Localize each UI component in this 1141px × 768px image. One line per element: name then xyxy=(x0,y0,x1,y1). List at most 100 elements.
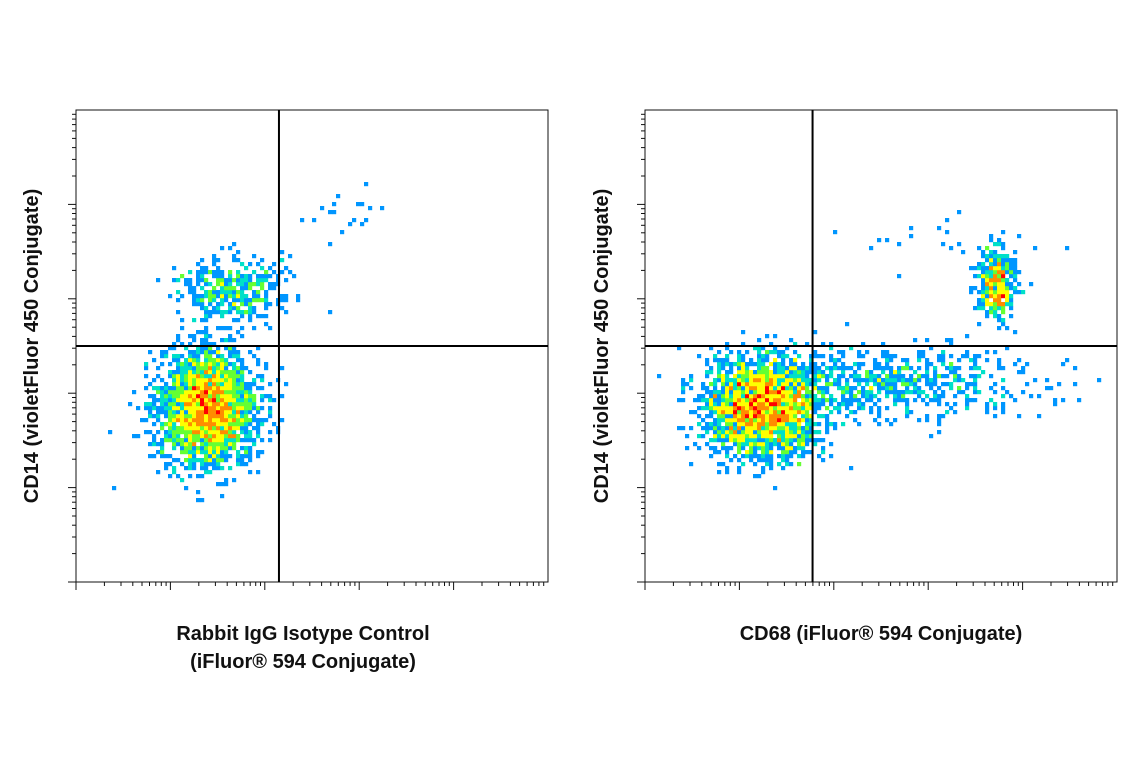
event-bin xyxy=(745,406,750,411)
event-bin xyxy=(745,350,750,355)
event-bin xyxy=(893,402,898,407)
event-bin xyxy=(873,418,878,423)
event-bin xyxy=(216,270,221,275)
event-bin xyxy=(192,438,197,443)
event-bin xyxy=(160,442,165,447)
event-bin xyxy=(861,402,866,407)
event-bin xyxy=(741,354,746,359)
event-bin xyxy=(757,414,762,419)
event-bin xyxy=(248,454,253,459)
event-bin xyxy=(200,434,205,439)
event-bin xyxy=(1021,366,1026,371)
event-bin xyxy=(232,290,237,295)
event-bin xyxy=(725,470,730,475)
event-bin xyxy=(797,374,802,379)
event-bin xyxy=(789,390,794,395)
event-bin xyxy=(917,358,922,363)
event-bin xyxy=(352,218,357,223)
event-bin xyxy=(188,410,193,415)
event-bin xyxy=(905,362,910,367)
event-bin xyxy=(236,378,241,383)
event-bin xyxy=(212,458,217,463)
event-bin xyxy=(256,422,261,427)
event-bin xyxy=(188,342,193,347)
event-bin xyxy=(685,434,690,439)
event-bin xyxy=(196,274,201,279)
event-bin xyxy=(997,302,1002,307)
event-bin xyxy=(765,422,770,427)
event-bin xyxy=(925,402,930,407)
event-bin xyxy=(845,386,850,391)
event-bin xyxy=(781,426,786,431)
event-bin xyxy=(204,446,209,451)
event-bin xyxy=(709,438,714,443)
event-bin xyxy=(1001,230,1006,235)
event-bin xyxy=(953,366,958,371)
event-bin xyxy=(240,390,245,395)
event-bin xyxy=(753,442,758,447)
event-bin xyxy=(697,406,702,411)
event-bin xyxy=(777,362,782,367)
event-bin xyxy=(184,410,189,415)
event-bin xyxy=(208,370,213,375)
event-bin xyxy=(997,298,1002,303)
event-bin xyxy=(228,394,233,399)
event-bin xyxy=(781,350,786,355)
event-bin xyxy=(977,366,982,371)
event-bin xyxy=(196,262,201,267)
event-bin xyxy=(817,378,822,383)
event-bin xyxy=(220,278,225,283)
event-bin xyxy=(224,358,229,363)
event-bin xyxy=(977,266,982,271)
event-bin xyxy=(801,394,806,399)
event-bin xyxy=(256,358,261,363)
event-bin xyxy=(953,374,958,379)
event-bin xyxy=(224,426,229,431)
event-bin xyxy=(781,398,786,403)
event-bin xyxy=(164,350,169,355)
event-bin xyxy=(236,274,241,279)
event-bin xyxy=(809,438,814,443)
event-bin xyxy=(993,406,998,411)
event-bin xyxy=(801,434,806,439)
event-bin xyxy=(192,418,197,423)
event-bin xyxy=(184,450,189,455)
event-bin xyxy=(813,406,818,411)
event-bin xyxy=(797,366,802,371)
event-bin xyxy=(200,422,205,427)
event-bin xyxy=(717,366,722,371)
event-bin xyxy=(777,438,782,443)
event-bin xyxy=(236,294,241,299)
event-bin xyxy=(1001,406,1006,411)
event-bin xyxy=(725,382,730,387)
event-bin xyxy=(168,362,173,367)
event-bin xyxy=(228,354,233,359)
event-bin xyxy=(741,378,746,383)
event-bin xyxy=(216,482,221,487)
event-bin xyxy=(985,246,990,251)
event-bin xyxy=(368,206,373,211)
event-bin xyxy=(773,334,778,339)
event-bin xyxy=(216,358,221,363)
event-bin xyxy=(152,442,157,447)
event-bin xyxy=(180,274,185,279)
event-bin xyxy=(873,362,878,367)
event-bin xyxy=(717,402,722,407)
event-bin xyxy=(200,498,205,503)
event-bin xyxy=(212,374,217,379)
event-bin xyxy=(200,442,205,447)
event-bin xyxy=(985,310,990,315)
event-bin xyxy=(741,374,746,379)
event-bin xyxy=(216,446,221,451)
event-bin xyxy=(997,254,1002,259)
event-bin xyxy=(224,298,229,303)
event-bin xyxy=(204,398,209,403)
event-bin xyxy=(200,474,205,479)
event-bin xyxy=(244,406,249,411)
event-bin xyxy=(889,386,894,391)
event-bin xyxy=(228,378,233,383)
event-bin xyxy=(965,350,970,355)
event-bin xyxy=(200,342,205,347)
event-bin xyxy=(757,426,762,431)
event-bin xyxy=(240,446,245,451)
